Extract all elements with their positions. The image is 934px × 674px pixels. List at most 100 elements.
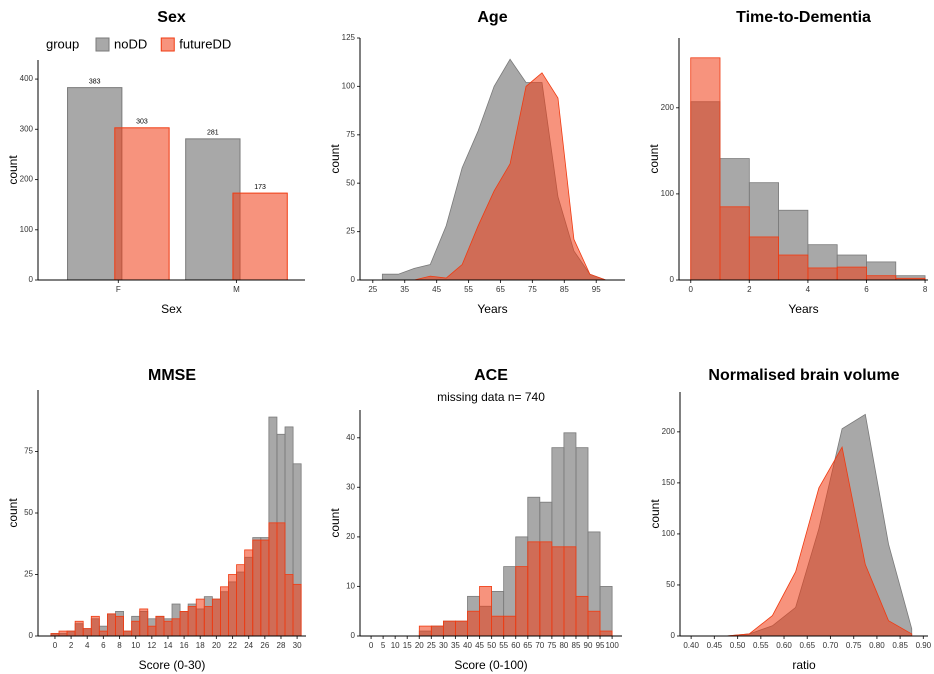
legend-key xyxy=(160,37,175,52)
x-tick-label: 65 xyxy=(496,285,505,294)
x-tick-label: 35 xyxy=(451,641,460,650)
y-tick-label: 0 xyxy=(671,631,676,640)
bar xyxy=(551,546,565,637)
x-tick-label: 55 xyxy=(464,285,473,294)
bar xyxy=(228,574,237,637)
y-axis-label: count xyxy=(647,144,661,174)
x-tick-label: 14 xyxy=(164,641,173,650)
bar xyxy=(575,595,589,637)
y-tick-label: 0 xyxy=(351,275,356,284)
x-tick-label: 35 xyxy=(400,285,409,294)
bar xyxy=(163,620,173,637)
y-tick-label: 10 xyxy=(346,582,355,591)
x-tick-label: 0.85 xyxy=(892,641,908,650)
area xyxy=(414,72,606,281)
y-tick-label: 40 xyxy=(346,433,355,442)
bar xyxy=(515,566,529,637)
x-tick-label: 95 xyxy=(592,285,601,294)
bar xyxy=(244,549,254,637)
x-axis-label: Sex xyxy=(161,302,182,316)
value-label: 383 xyxy=(89,78,101,85)
bar xyxy=(211,598,221,637)
x-tick-label: 15 xyxy=(403,641,412,650)
bar xyxy=(232,192,288,281)
y-tick-label: 50 xyxy=(24,508,33,517)
x-tick-label: 12 xyxy=(147,641,156,650)
bar xyxy=(74,620,84,637)
x-axis-label: Score (0-30) xyxy=(139,658,206,672)
panel: Time-to-Dementia Years count 0 100 200 0 2 4 6 8 xyxy=(647,9,928,316)
x-tick-label: 30 xyxy=(293,641,302,650)
y-axis-label: count xyxy=(648,499,662,529)
bar xyxy=(82,628,92,637)
bar xyxy=(719,206,750,281)
x-tick-label: 0.60 xyxy=(776,641,792,650)
x-tick-label: 16 xyxy=(180,641,189,650)
x-tick-label: 5 xyxy=(381,641,386,650)
x-tick-label: 100 xyxy=(605,641,619,650)
bar xyxy=(442,620,456,637)
bar xyxy=(123,630,133,637)
bar xyxy=(491,615,505,637)
bar xyxy=(748,236,780,281)
value-label: 281 xyxy=(207,130,219,137)
x-tick-label: 0 xyxy=(688,285,693,294)
bar xyxy=(155,615,165,637)
x-tick-label: 0.80 xyxy=(869,641,885,650)
x-tick-label: 50 xyxy=(487,641,496,650)
x-tick-label: 0 xyxy=(53,641,58,650)
x-tick-label: 45 xyxy=(432,285,441,294)
x-tick-label: 24 xyxy=(244,641,253,650)
y-tick-label: 30 xyxy=(346,482,355,491)
bar xyxy=(527,541,541,637)
x-axis-label: Score (0-100) xyxy=(454,658,527,672)
chart-title: Age xyxy=(477,9,507,26)
x-axis-label: ratio xyxy=(792,658,816,672)
x-tick-label: 8 xyxy=(117,641,122,650)
y-tick-label: 50 xyxy=(346,178,355,187)
bar xyxy=(836,266,867,281)
value-label: 173 xyxy=(254,184,266,191)
x-tick-label: 80 xyxy=(559,641,568,650)
x-tick-label: 10 xyxy=(391,641,400,650)
x-tick-label: 6 xyxy=(101,641,106,650)
bar xyxy=(503,615,517,637)
chart-title: Sex xyxy=(157,9,186,26)
x-tick-label: 18 xyxy=(196,641,205,650)
y-tick-label: 125 xyxy=(342,33,356,42)
y-tick-label: 0 xyxy=(29,275,34,284)
bar xyxy=(98,630,108,637)
bar xyxy=(599,630,613,637)
x-tick-label: 60 xyxy=(511,641,520,650)
bar xyxy=(114,127,170,281)
bar xyxy=(455,620,468,637)
y-tick-label: 0 xyxy=(670,275,675,284)
x-tick-label: 70 xyxy=(535,641,544,650)
x-tick-label: 65 xyxy=(523,641,532,650)
bar xyxy=(139,608,149,637)
bar xyxy=(276,522,286,637)
bar xyxy=(203,606,213,637)
x-tick-label: 0 xyxy=(369,641,374,650)
x-tick-label: 0.70 xyxy=(823,641,839,650)
y-tick-label: 100 xyxy=(661,189,675,198)
x-tick-label: 25 xyxy=(427,641,436,650)
x-tick-label: 0.50 xyxy=(730,641,746,650)
x-tick-label: 2 xyxy=(747,285,752,294)
y-tick-label: 100 xyxy=(342,82,356,91)
bar xyxy=(131,620,141,637)
bar xyxy=(268,522,278,637)
bar xyxy=(220,586,229,637)
x-tick-label: F xyxy=(116,285,121,294)
chart-title: Time-to-Dementia xyxy=(736,9,871,26)
bar xyxy=(58,630,68,637)
x-tick-label: 0.40 xyxy=(683,641,699,650)
x-tick-label: 26 xyxy=(260,641,269,650)
value-label: 303 xyxy=(136,119,148,126)
bar xyxy=(430,625,444,637)
y-tick-label: 0 xyxy=(351,631,356,640)
x-tick-label: 20 xyxy=(212,641,221,650)
x-tick-label: 45 xyxy=(475,641,484,650)
